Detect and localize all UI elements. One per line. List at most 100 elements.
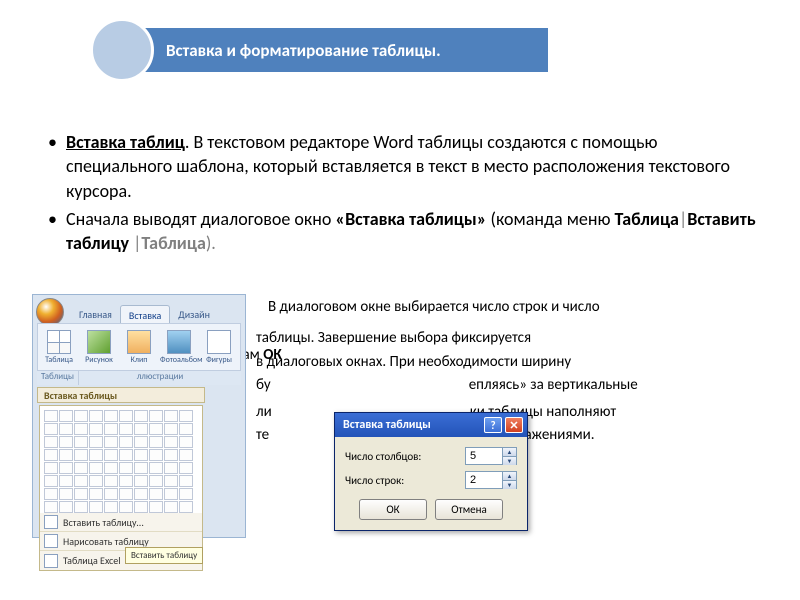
grid-cell[interactable] xyxy=(44,475,58,487)
grid-cell[interactable] xyxy=(89,501,103,513)
columns-up[interactable]: ▲ xyxy=(503,448,516,457)
grid-cell[interactable] xyxy=(119,423,133,435)
grid-cell[interactable] xyxy=(134,410,148,422)
grid-cell[interactable] xyxy=(179,449,193,461)
grid-cell[interactable] xyxy=(59,436,73,448)
ribbon-picture-button[interactable]: Рисунок xyxy=(80,330,118,365)
grid-cell[interactable] xyxy=(89,423,103,435)
grid-cell[interactable] xyxy=(164,462,178,474)
grid-cell[interactable] xyxy=(119,449,133,461)
grid-cell[interactable] xyxy=(119,436,133,448)
ribbon-table-button[interactable]: Таблица xyxy=(40,330,78,365)
grid-cell[interactable] xyxy=(149,423,163,435)
grid-cell[interactable] xyxy=(74,410,88,422)
grid-cell[interactable] xyxy=(44,501,58,513)
office-button[interactable] xyxy=(36,298,64,326)
grid-cell[interactable] xyxy=(179,423,193,435)
grid-cell[interactable] xyxy=(44,436,58,448)
grid-cell[interactable] xyxy=(59,475,73,487)
grid-cell[interactable] xyxy=(104,423,118,435)
columns-down[interactable]: ▼ xyxy=(503,457,516,465)
rows-input[interactable] xyxy=(466,472,502,488)
grid-cell[interactable] xyxy=(59,449,73,461)
grid-cell[interactable] xyxy=(44,488,58,500)
grid-cell[interactable] xyxy=(179,462,193,474)
grid-cell[interactable] xyxy=(164,410,178,422)
grid-cell[interactable] xyxy=(44,410,58,422)
grid-cell[interactable] xyxy=(164,449,178,461)
grid-cell[interactable] xyxy=(179,475,193,487)
grid-cell[interactable] xyxy=(89,436,103,448)
grid-cell[interactable] xyxy=(149,501,163,513)
cancel-button[interactable]: Отмена xyxy=(435,499,503,520)
grid-cell[interactable] xyxy=(149,488,163,500)
grid-cell[interactable] xyxy=(74,462,88,474)
menu-insert-table[interactable]: Вставить таблицу... xyxy=(40,513,202,532)
grid-cell[interactable] xyxy=(104,501,118,513)
tab-home[interactable]: Главная xyxy=(71,305,120,325)
table-grid-picker[interactable] xyxy=(39,405,203,518)
grid-cell[interactable] xyxy=(149,410,163,422)
grid-cell[interactable] xyxy=(74,436,88,448)
grid-cell[interactable] xyxy=(44,462,58,474)
grid-cell[interactable] xyxy=(134,501,148,513)
grid-cell[interactable] xyxy=(59,462,73,474)
grid-cell[interactable] xyxy=(149,449,163,461)
grid-cell[interactable] xyxy=(119,488,133,500)
grid-cell[interactable] xyxy=(164,475,178,487)
grid-cell[interactable] xyxy=(59,410,73,422)
grid-cell[interactable] xyxy=(74,449,88,461)
grid-cell[interactable] xyxy=(89,475,103,487)
ribbon-shapes-button[interactable]: Фигуры xyxy=(200,330,238,365)
rows-up[interactable]: ▲ xyxy=(503,472,516,481)
tab-design[interactable]: Дизайн xyxy=(170,305,218,325)
grid-cell[interactable] xyxy=(74,475,88,487)
columns-input[interactable] xyxy=(466,448,502,464)
grid-cell[interactable] xyxy=(104,462,118,474)
grid-cell[interactable] xyxy=(134,475,148,487)
grid-cell[interactable] xyxy=(74,423,88,435)
grid-cell[interactable] xyxy=(89,488,103,500)
grid-cell[interactable] xyxy=(134,488,148,500)
grid-cell[interactable] xyxy=(104,488,118,500)
grid-cell[interactable] xyxy=(179,410,193,422)
grid-cell[interactable] xyxy=(44,423,58,435)
grid-cell[interactable] xyxy=(179,501,193,513)
dialog-help-button[interactable]: ? xyxy=(484,417,502,433)
grid-cell[interactable] xyxy=(179,436,193,448)
grid-cell[interactable] xyxy=(164,436,178,448)
grid-cell[interactable] xyxy=(59,423,73,435)
grid-cell[interactable] xyxy=(89,462,103,474)
grid-cell[interactable] xyxy=(179,488,193,500)
grid-cell[interactable] xyxy=(59,488,73,500)
grid-cell[interactable] xyxy=(149,436,163,448)
grid-cell[interactable] xyxy=(164,501,178,513)
grid-cell[interactable] xyxy=(74,488,88,500)
grid-cell[interactable] xyxy=(104,475,118,487)
grid-cell[interactable] xyxy=(104,410,118,422)
grid-cell[interactable] xyxy=(119,410,133,422)
grid-cell[interactable] xyxy=(89,410,103,422)
grid-cell[interactable] xyxy=(74,501,88,513)
grid-cell[interactable] xyxy=(149,462,163,474)
ribbon-clip-button[interactable]: Клип xyxy=(120,330,158,365)
grid-cell[interactable] xyxy=(134,449,148,461)
tab-insert[interactable]: Вставка xyxy=(120,305,170,325)
rows-spinner[interactable]: ▲▼ xyxy=(465,471,517,489)
grid-cell[interactable] xyxy=(89,449,103,461)
ribbon-album-button[interactable]: Фотоальбом xyxy=(160,330,198,365)
columns-spinner[interactable]: ▲▼ xyxy=(465,447,517,465)
grid-cell[interactable] xyxy=(104,449,118,461)
grid-cell[interactable] xyxy=(134,423,148,435)
grid-cell[interactable] xyxy=(134,436,148,448)
grid-cell[interactable] xyxy=(119,501,133,513)
grid-cell[interactable] xyxy=(59,501,73,513)
grid-cell[interactable] xyxy=(149,475,163,487)
rows-down[interactable]: ▼ xyxy=(503,481,516,489)
grid-cell[interactable] xyxy=(164,423,178,435)
grid-cell[interactable] xyxy=(164,488,178,500)
grid-cell[interactable] xyxy=(44,449,58,461)
grid-cell[interactable] xyxy=(119,462,133,474)
dialog-close-button[interactable]: ✕ xyxy=(505,417,523,433)
grid-cell[interactable] xyxy=(134,462,148,474)
